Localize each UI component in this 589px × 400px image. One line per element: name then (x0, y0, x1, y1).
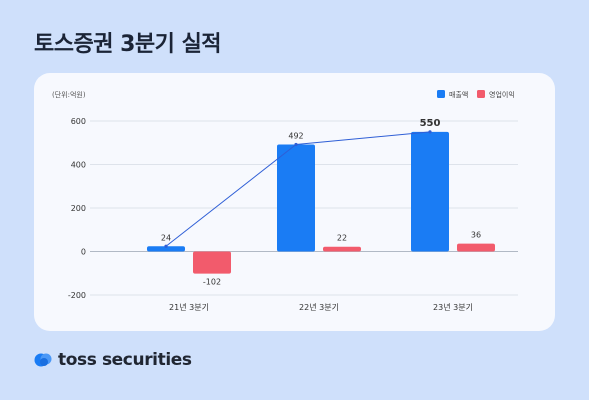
brand-logo: toss securities (34, 350, 192, 370)
revenue-value-label: 24 (161, 233, 171, 242)
y-tick-label: 600 (71, 117, 86, 126)
revenue-bar (411, 131, 449, 252)
x-category-label: 23년 3분기 (433, 302, 473, 312)
profit-value-label: 22 (337, 234, 347, 243)
revenue-value-label: 550 (420, 118, 441, 129)
profit-bar (193, 251, 231, 274)
y-tick-label: 400 (71, 161, 86, 170)
toss-logo-icon (34, 353, 52, 367)
unit-label: (단위:억원) (52, 90, 86, 99)
revenue-value-label: 492 (288, 131, 303, 140)
y-tick-label: 0 (81, 248, 86, 257)
x-category-label: 22년 3분기 (299, 302, 339, 312)
y-tick-label: 200 (71, 204, 86, 213)
revenue-trend-point (428, 130, 432, 134)
chart-card: (단위:억원) 매출액 영업이익 600 400 200 0 -200 24 -102 21… (34, 73, 555, 331)
profit-value-label: -102 (203, 278, 221, 287)
chart: (단위:억원) 매출액 영업이익 600 400 200 0 -200 24 -102 21… (52, 90, 518, 312)
profit-value-label: 36 (471, 231, 481, 240)
revenue-bar (147, 246, 185, 252)
x-category-label: 21년 3분기 (169, 302, 209, 312)
profit-bar (323, 246, 361, 252)
profit-bar (457, 243, 495, 252)
revenue-trend-point (164, 244, 168, 248)
logo-text: toss securities (58, 350, 192, 370)
revenue-trend-point (294, 142, 298, 147)
legend-label-profit: 영업이익 (489, 90, 515, 99)
y-tick-label: -200 (68, 291, 86, 300)
legend-label-revenue: 매출액 (449, 90, 468, 99)
page-title: 토스증권 3분기 실적 (34, 32, 222, 57)
legend-swatch-profit (477, 90, 485, 98)
legend-swatch-revenue (437, 90, 445, 98)
legend: 매출액 영업이익 (437, 90, 515, 99)
revenue-bar (277, 144, 315, 252)
